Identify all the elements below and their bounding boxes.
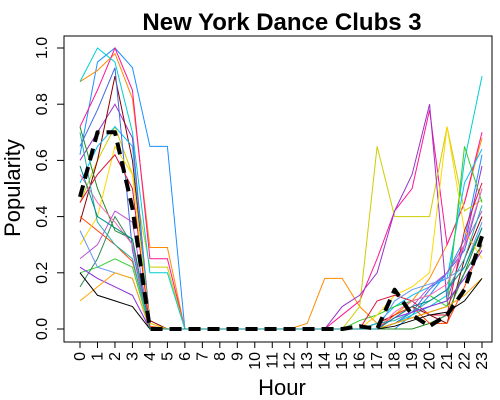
y-tick-label: 1.0 <box>34 37 51 59</box>
x-tick-label: 23 <box>474 352 491 370</box>
y-tick-label: 0.0 <box>34 318 51 340</box>
x-tick-label: 0 <box>72 352 89 361</box>
x-tick-label: 9 <box>229 352 246 361</box>
x-tick-label: 16 <box>352 352 369 370</box>
x-tick-label: 8 <box>212 352 229 361</box>
mean-series-line <box>78 130 484 331</box>
series-line-9 <box>79 125 483 330</box>
x-tick-label: 17 <box>369 352 386 370</box>
y-tick-label: 0.8 <box>34 93 51 115</box>
x-tick-label: 2 <box>107 352 124 361</box>
x-tick-label: 5 <box>159 352 176 361</box>
series-lines <box>79 46 483 330</box>
x-tick-label: 4 <box>142 352 159 361</box>
y-axis-label: Popularity <box>0 139 25 237</box>
y-tick-label: 0.6 <box>34 149 51 171</box>
x-tick-label: 14 <box>317 352 334 370</box>
x-tick-label: 18 <box>387 352 404 370</box>
x-tick-label: 11 <box>264 352 281 369</box>
x-tick-label: 21 <box>439 352 456 370</box>
mean-line <box>78 130 484 331</box>
x-axis: 0 1 2 3 4 5 6 7 8 9 10 11 12 13 14 15 16 17 18 19 20 21 22 23 <box>72 341 491 370</box>
x-tick-label: 12 <box>282 352 299 370</box>
y-tick-label: 0.2 <box>34 262 51 284</box>
x-axis-label: Hour <box>258 375 306 400</box>
x-tick-label: 13 <box>299 352 316 370</box>
chart-title: New York Dance Clubs 3 <box>142 9 421 36</box>
x-tick-label: 15 <box>334 352 351 370</box>
x-tick-label: 6 <box>177 352 194 361</box>
x-tick-label: 19 <box>404 352 421 370</box>
y-tick-label: 0.4 <box>34 205 51 227</box>
x-tick-label: 10 <box>247 352 264 370</box>
y-axis: 0.0 0.2 0.4 0.6 0.8 1.0 <box>34 37 65 340</box>
x-tick-label: 3 <box>124 352 141 361</box>
x-tick-label: 22 <box>457 352 474 370</box>
x-tick-label: 1 <box>89 352 106 361</box>
x-tick-label: 7 <box>194 352 211 361</box>
x-tick-label: 20 <box>422 352 439 370</box>
